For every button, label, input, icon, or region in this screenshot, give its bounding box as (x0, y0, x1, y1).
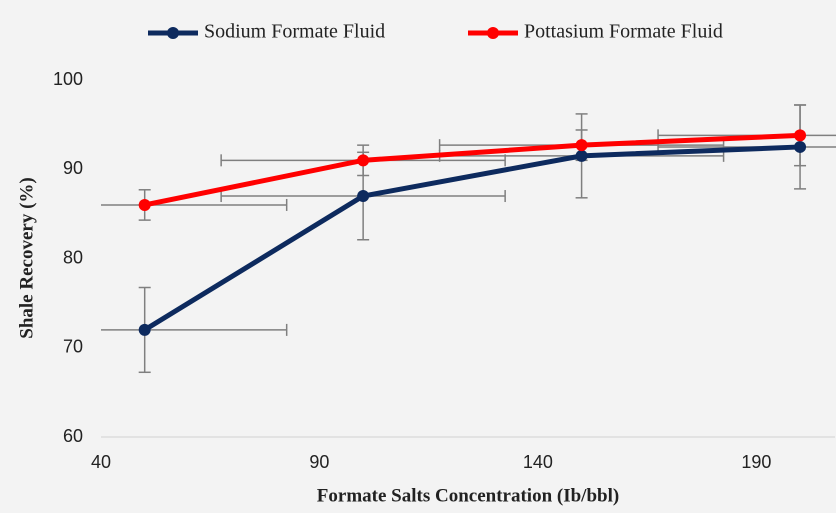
data-point (575, 139, 588, 152)
x-tick-label: 190 (741, 452, 771, 472)
data-point (575, 149, 588, 162)
series-line (144, 132, 801, 208)
x-tick-label: 40 (91, 452, 111, 472)
legend-marker (167, 27, 179, 39)
y-tick-label: 90 (63, 158, 83, 178)
x-tick-label: 90 (309, 452, 329, 472)
legend-marker (487, 27, 499, 39)
y-axis-label: Shale Recovery (%) (16, 177, 37, 338)
data-point (794, 129, 807, 142)
y-tick-label: 100 (53, 69, 83, 89)
y-tick-label: 70 (63, 337, 83, 357)
data-point (138, 323, 151, 336)
data-point (357, 190, 370, 203)
series-line (143, 144, 801, 333)
legend-label: Pottasium Formate Fluid (524, 21, 723, 43)
y-tick-label: 60 (63, 426, 83, 446)
data-point (138, 198, 151, 211)
x-axis-label: Formate Salts Concentration (Ib/bbl) (317, 485, 619, 506)
plot-area (101, 104, 836, 374)
legend-label: Sodium Formate Fluid (204, 21, 385, 43)
data-point (794, 140, 807, 153)
y-tick-label: 80 (63, 247, 83, 267)
data-point (357, 154, 370, 167)
x-tick-label: 140 (523, 452, 553, 472)
